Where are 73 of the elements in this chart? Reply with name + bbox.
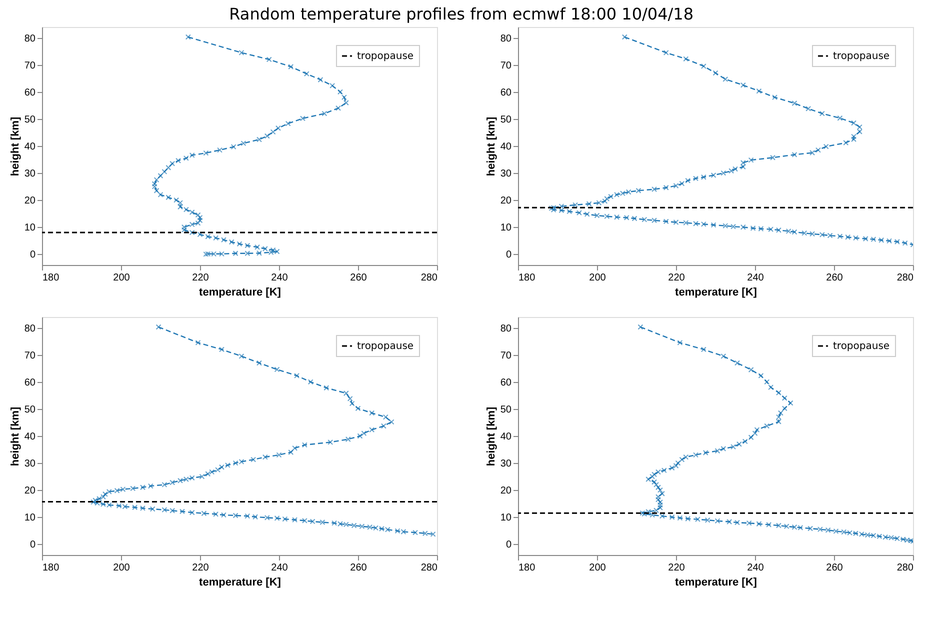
- y-tick-label: 0: [506, 540, 512, 551]
- y-tick-label: 30: [500, 458, 512, 470]
- y-tick-label: 60: [24, 87, 36, 98]
- y-tick-label: 80: [500, 33, 512, 44]
- y-tick-label: 70: [24, 350, 36, 362]
- y-tick-label: 30: [24, 458, 36, 470]
- x-axis-title: temperature [K]: [199, 286, 282, 298]
- x-tick-label: 180: [42, 562, 60, 574]
- y-tick-label: 0: [30, 250, 36, 261]
- y-tick-label: 60: [500, 377, 512, 388]
- x-tick-label: 280: [420, 562, 438, 574]
- x-tick-label: 260: [826, 272, 844, 284]
- y-tick-label: 20: [500, 486, 512, 497]
- x-axis-title: temperature [K]: [675, 286, 758, 298]
- x-tick-label: 220: [192, 272, 210, 284]
- x-tick-label: 280: [420, 272, 438, 284]
- y-tick-label: 30: [500, 168, 512, 180]
- x-tick-label: 280: [896, 562, 914, 574]
- x-tick-label: 180: [42, 272, 60, 284]
- y-tick-label: 0: [30, 540, 36, 551]
- y-tick-label: 0: [506, 250, 512, 261]
- x-tick-label: 200: [113, 562, 130, 574]
- y-tick-label: 20: [24, 196, 36, 207]
- legend-label: tropopause: [833, 341, 890, 352]
- x-tick-label: 240: [747, 272, 764, 284]
- y-tick-label: 10: [500, 512, 512, 524]
- x-tick-label: 200: [589, 272, 606, 284]
- y-axis-title: height [km]: [485, 406, 498, 466]
- chart-title: Random temperature profiles from ecmwf 18:00 10/04/18: [229, 4, 694, 24]
- x-tick-label: 220: [192, 562, 210, 574]
- y-tick-label: 80: [24, 323, 36, 334]
- y-tick-label: 20: [500, 196, 512, 207]
- x-tick-label: 240: [271, 272, 288, 284]
- x-tick-label: 180: [518, 272, 536, 284]
- y-tick-label: 40: [500, 142, 512, 152]
- y-tick-label: 70: [24, 60, 36, 72]
- y-tick-label: 50: [500, 404, 512, 416]
- y-tick-label: 10: [24, 222, 36, 234]
- y-tick-label: 70: [500, 60, 512, 72]
- x-tick-label: 280: [896, 272, 914, 284]
- y-tick-label: 50: [24, 404, 36, 416]
- x-axis-title: temperature [K]: [675, 576, 758, 588]
- x-tick-label: 260: [350, 562, 368, 574]
- y-tick-label: 30: [24, 168, 36, 180]
- y-tick-label: 10: [500, 222, 512, 234]
- x-tick-label: 220: [668, 562, 686, 574]
- y-axis-title: height [km]: [485, 116, 498, 176]
- y-tick-label: 40: [500, 432, 512, 442]
- x-tick-label: 220: [668, 272, 686, 284]
- y-tick-label: 60: [24, 377, 36, 388]
- x-tick-label: 260: [350, 272, 368, 284]
- y-tick-label: 50: [24, 114, 36, 126]
- y-tick-label: 50: [500, 114, 512, 126]
- y-tick-label: 10: [24, 512, 36, 524]
- y-axis-title: height [km]: [9, 116, 22, 176]
- y-tick-label: 60: [500, 87, 512, 98]
- x-tick-label: 200: [113, 272, 130, 284]
- y-tick-label: 70: [500, 350, 512, 362]
- legend-label: tropopause: [357, 51, 414, 62]
- y-tick-label: 40: [24, 142, 36, 152]
- y-tick-label: 80: [500, 323, 512, 334]
- x-axis-title: temperature [K]: [199, 576, 282, 588]
- x-tick-label: 200: [589, 562, 606, 574]
- x-tick-label: 180: [518, 562, 536, 574]
- x-tick-label: 260: [826, 562, 844, 574]
- x-tick-label: 240: [747, 562, 764, 574]
- legend-label: tropopause: [357, 341, 414, 352]
- legend-label: tropopause: [833, 51, 890, 62]
- y-tick-label: 80: [24, 33, 36, 44]
- y-tick-label: 40: [24, 432, 36, 442]
- y-axis-title: height [km]: [9, 406, 22, 466]
- x-tick-label: 240: [271, 562, 288, 574]
- y-tick-label: 20: [24, 486, 36, 497]
